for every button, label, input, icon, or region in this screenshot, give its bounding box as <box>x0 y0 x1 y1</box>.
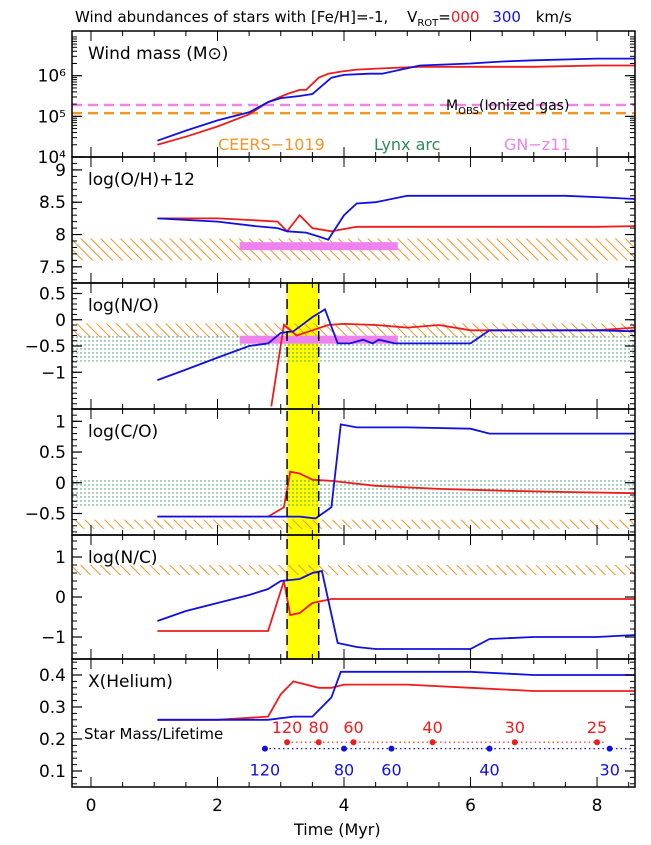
series-line-v300 <box>157 569 636 650</box>
lifetime-marker <box>284 739 291 746</box>
y-tick-label: 0.4 <box>39 666 66 686</box>
y-tick-label: 0.5 <box>39 443 66 463</box>
y-tick-label: 0 <box>55 588 66 608</box>
figure-title: Wind abundances of stars with [Fe/H]=-1,… <box>75 8 572 29</box>
band-ceers-1019 <box>72 565 635 575</box>
series-line-v300 <box>157 194 636 241</box>
y-tick-label: 0 <box>55 311 66 331</box>
panel-label: log(C/O) <box>88 422 158 442</box>
lifetime-label: 40 <box>422 718 442 737</box>
y-tick-label: −1 <box>41 363 66 383</box>
y-tick-label: −1 <box>41 628 66 648</box>
lifetime-label: 120 <box>272 718 303 737</box>
panel-label: Wind mass (M⊙) <box>88 44 228 64</box>
series-line-v0 <box>157 580 635 632</box>
series-line-v300 <box>157 307 636 381</box>
series-line-v0 <box>157 64 635 146</box>
lifetime-label: 40 <box>479 761 499 780</box>
lifetime-marker <box>315 739 322 746</box>
lifetime-label: 60 <box>343 718 363 737</box>
y-tick-label: −0.5 <box>25 337 66 357</box>
band-ceers-1019 <box>72 323 635 338</box>
mobs-label: MOBS(Ionized gas) <box>446 98 569 117</box>
lifetime-label: 30 <box>505 718 525 737</box>
series-line-v300 <box>157 57 635 142</box>
panel-nc: −1 0 1 log(N/C) <box>41 534 636 660</box>
y-tick-label: 8 <box>55 226 66 246</box>
y-tick-label: 10⁵ <box>38 107 66 127</box>
y-tick-label: −0.5 <box>25 504 66 524</box>
series-line-v0 <box>157 213 636 233</box>
legend-gnz11: GN−z11 <box>504 135 571 154</box>
lifetime-marker <box>350 739 357 746</box>
panel-helium: 120 80 60 40 30 25 120 80 60 40 30 0.1 0.2 0.3 0.4 X(He… <box>39 658 636 788</box>
panel-no: −1 −0.5 0 0.5 log(N/O) <box>25 282 636 410</box>
lifetime-label: 30 <box>600 761 620 780</box>
lifetime-marker <box>594 739 601 746</box>
lifetime-label: 60 <box>381 761 401 780</box>
y-tick-label: 8.5 <box>39 193 66 213</box>
series-line-v300 <box>157 423 635 520</box>
lifetime-label: 25 <box>587 718 607 737</box>
series-line-v0 <box>157 680 635 721</box>
y-tick-label: 10⁶ <box>38 67 67 87</box>
x-tick-label: 2 <box>212 796 223 816</box>
lifetime-marker <box>486 745 493 752</box>
panels: 10⁴ 10⁵ 10⁶ Wind mass (M⊙) 7.5 8 8.5 9 log(O/H)+… <box>25 30 636 816</box>
lifetime-label: 120 <box>250 761 281 780</box>
x-tick-label: 6 <box>465 796 476 816</box>
lifetime-marker <box>388 745 395 752</box>
panel-co: −0.5 0 0.5 1 log(C/O) <box>25 408 636 536</box>
band-lynx-arc <box>72 479 635 508</box>
gnz11-bar <box>239 242 398 251</box>
legend-lynx: Lynx arc <box>374 135 440 154</box>
lifetime-marker <box>261 745 268 752</box>
y-tick-label: 0.1 <box>39 762 66 782</box>
lifetime-marker <box>606 745 613 752</box>
y-tick-label: 0 <box>55 474 66 494</box>
x-tick-label: 4 <box>339 796 350 816</box>
y-tick-label: 0.5 <box>39 285 66 305</box>
series-line-v300 <box>157 670 635 721</box>
y-tick-label: 0.3 <box>39 698 66 718</box>
star-mass-label: Star Mass/Lifetime <box>84 725 223 743</box>
panel-oh: 7.5 8 8.5 9 log(O/H)+12 <box>39 156 636 284</box>
panel-label: log(N/C) <box>88 548 158 568</box>
y-tick-label: 9 <box>55 161 66 181</box>
panel-frame <box>71 658 636 788</box>
lifetime-label: 80 <box>309 718 329 737</box>
lifetime-marker <box>429 739 436 746</box>
panel-label: X(Helium) <box>88 672 173 692</box>
legend-ceers: CEERS−1019 <box>218 135 325 154</box>
lifetime-label: 80 <box>334 761 354 780</box>
x-axis-label: Time (Myr) <box>293 820 381 839</box>
x-tick-label: 8 <box>592 796 603 816</box>
lifetime-marker <box>511 739 518 746</box>
y-tick-label: 1 <box>55 548 66 568</box>
panel-label: log(O/H)+12 <box>88 170 195 190</box>
y-tick-label: 0.2 <box>39 730 66 750</box>
y-tick-label: 7.5 <box>39 258 66 278</box>
lifetime-marker <box>341 745 348 752</box>
y-tick-label: 10⁴ <box>38 148 67 168</box>
panel-wind-mass: 10⁴ 10⁵ 10⁶ Wind mass (M⊙) <box>38 30 636 168</box>
x-tick-label: 0 <box>86 796 97 816</box>
y-tick-label: 1 <box>55 412 66 432</box>
band-ceers-1019 <box>72 519 635 529</box>
panel-label: log(N/O) <box>88 296 159 316</box>
